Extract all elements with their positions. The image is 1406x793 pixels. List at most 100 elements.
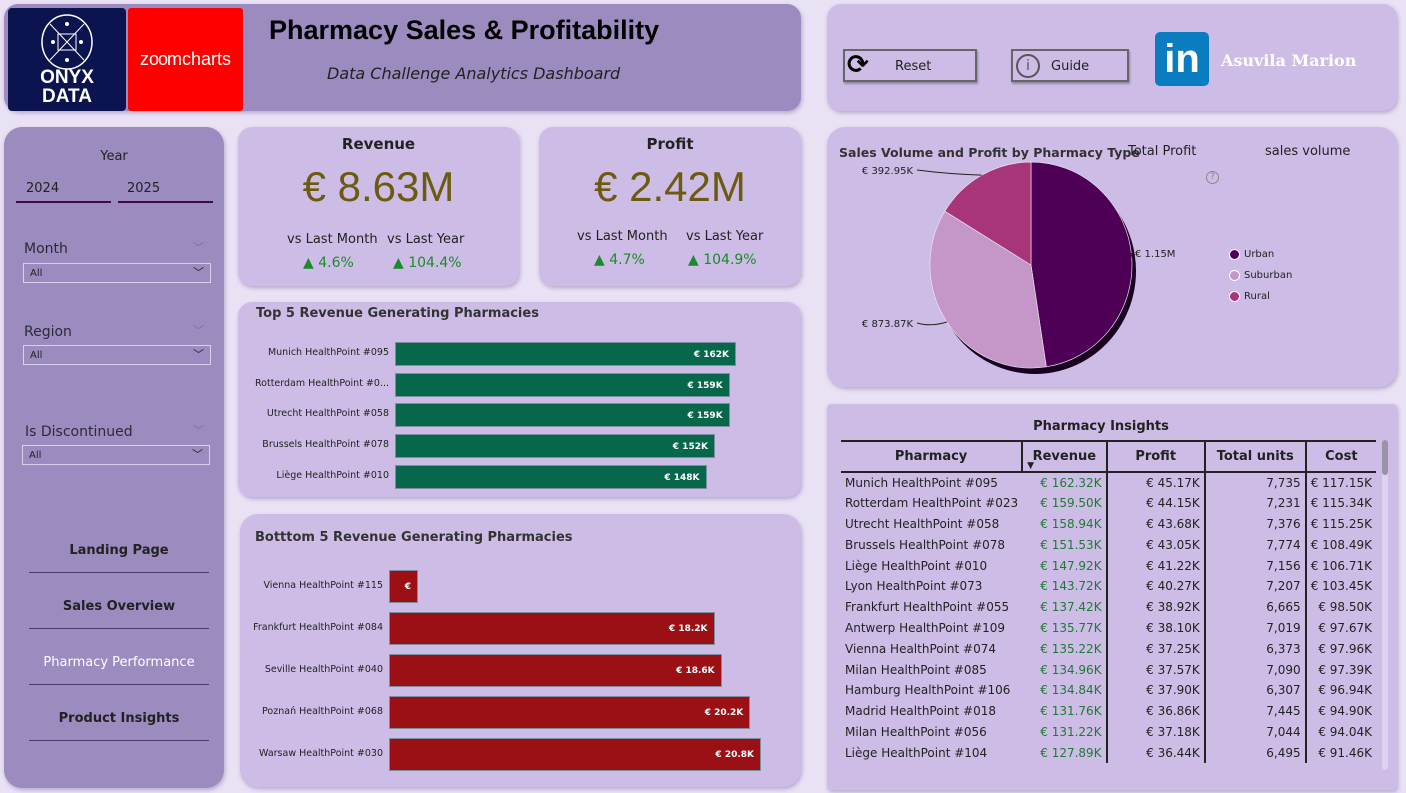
chevron-down-icon[interactable]: ﹀ (193, 424, 204, 437)
bar-category-label: Seville HealthPoint #040 (264, 663, 383, 675)
onyx-logo-text: ONYX DATA (40, 67, 94, 107)
bar[interactable]: € 18.2K (389, 612, 715, 645)
cell-revenue: € 131.76K (1040, 704, 1102, 719)
table-row[interactable]: Frankfurt HealthPoint #055 € 137.42K € 38.… (841, 596, 1376, 618)
bottom5-chart-panel: Botttom 5 Revenue Generating Pharmacies … (240, 514, 801, 787)
legend-item[interactable]: Suburban (1229, 265, 1292, 286)
cell-profit: € 38.10K (1105, 617, 1205, 639)
col-pharmacy[interactable]: Pharmacy (841, 440, 1023, 473)
cell-pharmacy: Munich HealthPoint #095 (845, 475, 998, 490)
table-row[interactable]: Madrid HealthPoint #018 € 131.76K € 36.86K… (841, 700, 1376, 722)
bar[interactable]: € 148K (395, 464, 707, 489)
cell-cost: € 115.25K (1304, 513, 1376, 535)
cell-revenue: € 143.72K (1040, 579, 1102, 594)
col-total-units[interactable]: Total units (1203, 440, 1306, 473)
guide-button[interactable]: i Guide (1011, 49, 1129, 82)
table-row[interactable]: Antwerp HealthPoint #109 € 135.77K € 38.10… (841, 617, 1376, 639)
cell-profit: € 41.22K (1105, 555, 1205, 576)
chevron-down-icon[interactable]: ﹀ (193, 241, 204, 254)
cell-revenue: € 162.32K (1040, 475, 1102, 490)
kpi-mom-label: vs Last Month (577, 229, 668, 244)
bar[interactable]: € 18.6K (389, 654, 722, 687)
cell-cost: € 94.90K (1304, 700, 1376, 722)
bar[interactable]: € 159K (395, 403, 730, 428)
cell-cost: € 91.46K (1304, 742, 1376, 764)
legend-item[interactable]: Urban (1229, 244, 1292, 265)
col-revenue[interactable]: Revenue ▼ (1021, 440, 1107, 473)
col-revenue-label: Revenue (1032, 449, 1097, 464)
cell-cost: € 94.04K (1304, 721, 1376, 743)
nav-landing-page[interactable]: Landing Page (29, 543, 209, 573)
cell-units: 6,665 (1203, 596, 1306, 618)
pie-slice-rural[interactable] (944, 161, 1032, 266)
pie-slice-suburban[interactable] (929, 210, 1047, 369)
table-row[interactable]: Vienna HealthPoint #074 € 135.22K € 37.25K… (841, 638, 1376, 660)
table-row[interactable]: Liège HealthPoint #104 € 127.89K € 36.44K 6… (841, 742, 1376, 764)
bar-category-label: Munich HealthPoint #095 (267, 347, 389, 358)
cell-revenue: € 127.89K (1040, 745, 1102, 760)
cell-pharmacy: Madrid HealthPoint #018 (845, 704, 996, 719)
bar[interactable]: € 1.6K (389, 570, 418, 625)
bar-category-label: Warsaw HealthPoint #030 (259, 747, 383, 759)
cell-pharmacy: Hamburg HealthPoint #106 (845, 683, 1011, 698)
bar-category-label: Poznań HealthPoint #068 (262, 705, 383, 717)
bar-value-label: € 152K (672, 442, 708, 453)
bar[interactable]: € 162K (395, 342, 736, 366)
table-scrollbar[interactable] (1382, 440, 1388, 770)
bar-value-label: € 148K (664, 472, 700, 483)
cell-revenue: € 137.42K (1040, 600, 1102, 615)
tab-sales-volume[interactable]: sales volume (1265, 144, 1351, 159)
month-dropdown[interactable]: All ﹀ (23, 263, 211, 283)
cell-pharmacy: Antwerp HealthPoint #109 (845, 620, 1006, 635)
scrollbar-thumb[interactable] (1382, 440, 1388, 475)
legend-item[interactable]: Rural (1229, 286, 1292, 307)
cell-pharmacy: Utrecht HealthPoint #058 (845, 516, 1000, 531)
cell-units: 6,307 (1203, 679, 1306, 701)
legend-label: Rural (1244, 291, 1270, 302)
bar[interactable]: € 152K (395, 434, 715, 459)
reset-button[interactable]: ⟳ Reset (843, 49, 977, 82)
region-dropdown[interactable]: All ﹀ (23, 345, 211, 365)
cell-units: 7,774 (1203, 534, 1306, 556)
help-icon[interactable]: ? (1206, 171, 1219, 184)
bar[interactable]: € 20.2K (389, 696, 751, 729)
nav-sales-overview[interactable]: Sales Overview (29, 599, 209, 629)
pie-chart-panel: Sales Volume and Profit by Pharmacy Type… (827, 127, 1397, 387)
nav-pharmacy-performance[interactable]: Pharmacy Performance (29, 655, 209, 685)
kpi-yoy-label: vs Last Year (686, 229, 764, 244)
bar[interactable]: € 20.8K (389, 738, 761, 771)
discontinued-dropdown[interactable]: All ﹀ (22, 445, 210, 465)
table-row[interactable]: Hamburg HealthPoint #106 € 134.84K € 37.90… (841, 679, 1376, 701)
linkedin-icon[interactable]: in (1155, 32, 1209, 86)
table-row[interactable]: Milan HealthPoint #085 € 134.96K € 37.57K 7… (841, 659, 1376, 680)
bar[interactable]: € 159K (395, 372, 730, 397)
pharmacy-table: Pharmacy Revenue ▼ Profit Total units Cos… (841, 440, 1376, 764)
legend-marker-icon (1229, 249, 1240, 260)
table-row[interactable]: Lyon HealthPoint #073 € 143.72K € 40.27K 7,… (841, 575, 1376, 597)
chart-title: Top 5 Revenue Generating Pharmacies (256, 306, 539, 321)
cell-profit: € 43.68K (1105, 513, 1205, 535)
chevron-down-icon[interactable]: ﹀ (193, 324, 204, 337)
table-row[interactable]: Milan HealthPoint #056 € 131.22K € 37.18K 7… (841, 721, 1376, 743)
pie-data-label: € 392.95K (862, 166, 914, 177)
table-row[interactable]: Liège HealthPoint #010 € 147.92K € 41.22K 7… (841, 555, 1376, 576)
nav-product-insights[interactable]: Product Insights (29, 711, 209, 741)
cell-cost: € 117.15K (1304, 472, 1376, 493)
cell-units: 7,231 (1203, 492, 1306, 514)
year-from-input[interactable]: 2024 (16, 181, 111, 203)
bar-category-label: Brussels HealthPoint #078 (262, 439, 389, 451)
table-row[interactable]: Munich HealthPoint #095 € 162.32K € 45.17K… (841, 472, 1376, 493)
pie-slice-urban[interactable] (1030, 161, 1133, 368)
table-row[interactable]: Rotterdam HealthPoint #023 € 159.50K € 44.… (841, 492, 1376, 514)
col-cost[interactable]: Cost (1304, 440, 1376, 473)
chevron-down-icon: ﹀ (193, 348, 204, 361)
col-profit[interactable]: Profit (1105, 440, 1205, 473)
year-to-input[interactable]: 2025 (118, 181, 213, 203)
tab-total-profit[interactable]: Total Profit (1128, 144, 1197, 159)
table-row[interactable]: Brussels HealthPoint #078 € 151.53K € 43.0… (841, 534, 1376, 556)
bar-value-label: € 18.2K (668, 624, 708, 634)
cell-cost: € 103.45K (1304, 575, 1376, 597)
cell-profit: € 43.05K (1105, 534, 1205, 556)
table-row[interactable]: Utrecht HealthPoint #058 € 158.94K € 43.68… (841, 513, 1376, 535)
kpi-mom-label: vs Last Month (287, 232, 378, 247)
